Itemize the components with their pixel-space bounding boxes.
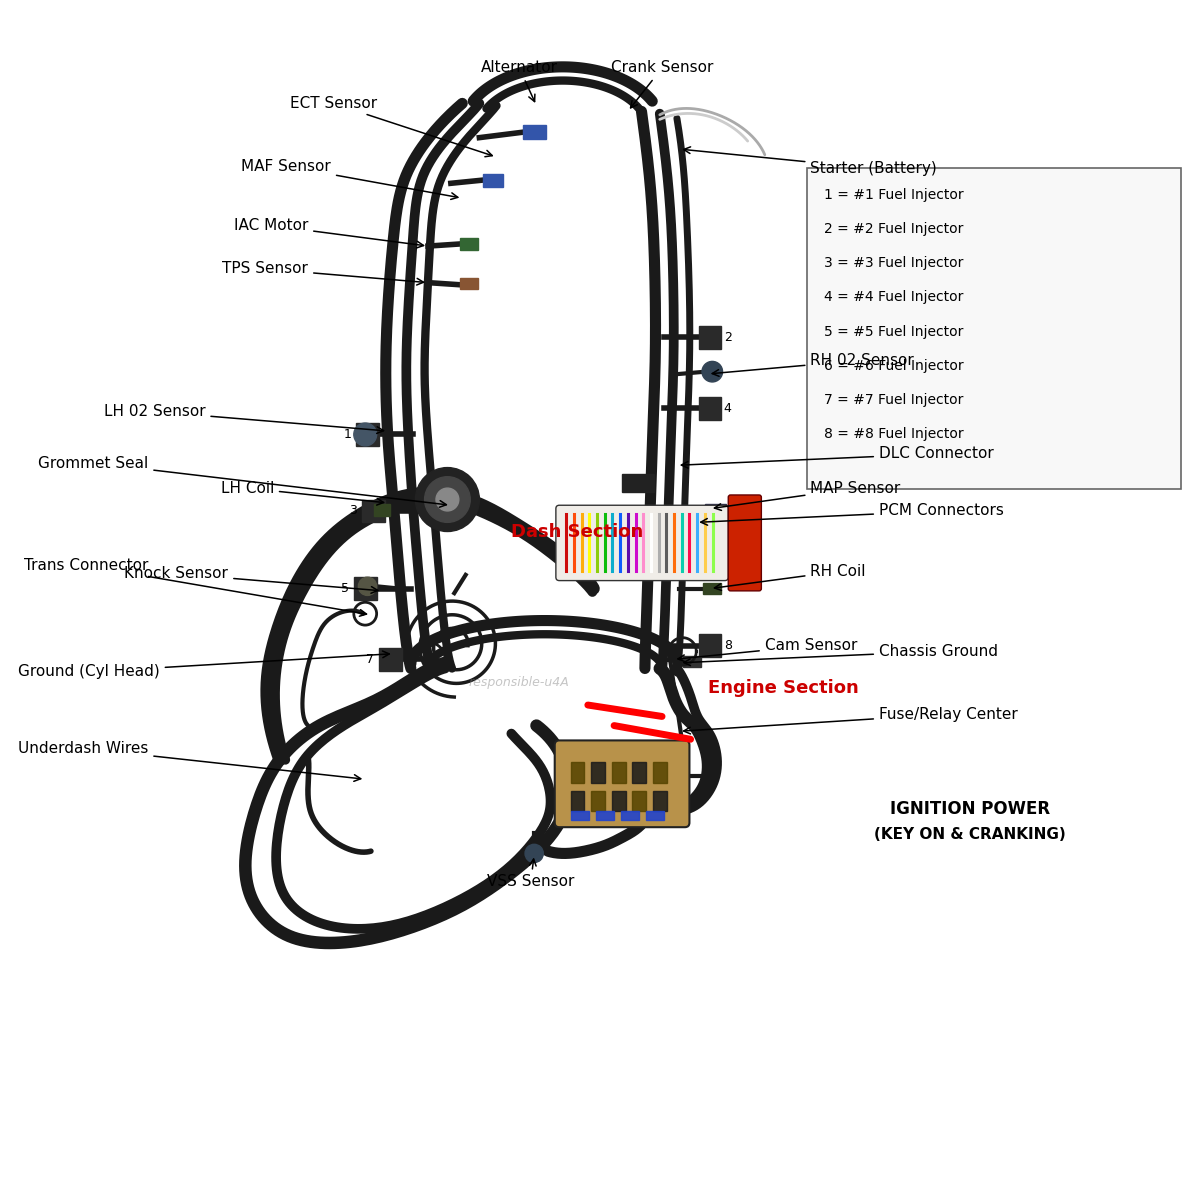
Text: 2: 2 (724, 331, 732, 344)
Circle shape (415, 468, 479, 532)
Text: Knock Sensor: Knock Sensor (125, 566, 378, 593)
Text: TPS Sensor: TPS Sensor (222, 262, 424, 286)
Text: 7: 7 (366, 653, 374, 666)
Circle shape (425, 476, 470, 522)
Bar (653, 791, 667, 811)
Bar (361, 499, 385, 522)
Bar (354, 577, 377, 600)
Text: 2 = #2 Fuel Injector: 2 = #2 Fuel Injector (824, 222, 964, 236)
Bar (592, 762, 605, 782)
Bar (460, 278, 479, 289)
Text: Starter (Battery): Starter (Battery) (684, 146, 937, 176)
Bar (703, 583, 721, 594)
FancyBboxPatch shape (728, 494, 761, 590)
Circle shape (436, 488, 458, 511)
Bar (356, 424, 379, 446)
Bar (374, 504, 390, 516)
Circle shape (359, 577, 377, 595)
Text: 4 = #4 Fuel Injector: 4 = #4 Fuel Injector (824, 290, 964, 305)
Text: 3: 3 (349, 504, 358, 517)
Text: Alternator: Alternator (481, 60, 558, 102)
Bar (646, 811, 665, 821)
Text: Fuse/Relay Center: Fuse/Relay Center (684, 707, 1018, 734)
Text: Engine Section: Engine Section (708, 679, 858, 697)
Bar (698, 397, 721, 420)
Text: IAC Motor: IAC Motor (234, 218, 424, 248)
Bar (683, 656, 701, 667)
Bar (632, 762, 646, 782)
Text: responsible-u4A: responsible-u4A (469, 676, 570, 689)
Bar (379, 648, 402, 671)
Text: Chassis Ground: Chassis Ground (684, 644, 998, 666)
Bar (592, 791, 605, 811)
Text: MAF Sensor: MAF Sensor (241, 158, 458, 199)
Text: 8: 8 (724, 640, 732, 652)
Text: Dash Section: Dash Section (511, 522, 643, 540)
Bar (571, 762, 584, 782)
Text: PCM Connectors: PCM Connectors (701, 504, 1004, 526)
Text: 1 = #1 Fuel Injector: 1 = #1 Fuel Injector (824, 187, 964, 202)
Bar (698, 326, 721, 349)
Text: Trans Connector: Trans Connector (24, 558, 366, 617)
Text: Crank Sensor: Crank Sensor (611, 60, 713, 108)
Text: 1: 1 (343, 428, 352, 440)
Circle shape (702, 361, 722, 382)
Text: Grommet Seal: Grommet Seal (38, 456, 446, 508)
Bar (698, 532, 721, 554)
Text: 6 = #6 Fuel Injector: 6 = #6 Fuel Injector (824, 359, 964, 373)
Text: RH Coil: RH Coil (714, 564, 866, 590)
Text: VSS Sensor: VSS Sensor (487, 859, 575, 889)
Text: DLC Connector: DLC Connector (682, 446, 994, 468)
Bar (571, 791, 584, 811)
Text: 6: 6 (724, 536, 732, 550)
Text: (KEY ON & CRANKING): (KEY ON & CRANKING) (875, 827, 1066, 841)
Bar (620, 811, 640, 821)
Bar (482, 174, 503, 187)
Bar (596, 811, 614, 821)
Text: 7 = #7 Fuel Injector: 7 = #7 Fuel Injector (824, 394, 964, 407)
Bar (632, 791, 646, 811)
Text: RH 02 Sensor: RH 02 Sensor (712, 353, 914, 377)
Bar (460, 238, 479, 250)
Bar (612, 762, 625, 782)
Bar (706, 504, 726, 518)
Bar (653, 762, 667, 782)
Text: 3 = #3 Fuel Injector: 3 = #3 Fuel Injector (824, 257, 964, 270)
Text: LH 02 Sensor: LH 02 Sensor (103, 404, 384, 433)
Text: Ground (Cyl Head): Ground (Cyl Head) (18, 650, 389, 679)
FancyBboxPatch shape (556, 505, 728, 581)
Text: 5 = #5 Fuel Injector: 5 = #5 Fuel Injector (824, 325, 964, 338)
Circle shape (526, 845, 544, 863)
Text: 5: 5 (341, 582, 349, 595)
Bar (622, 474, 654, 492)
FancyBboxPatch shape (554, 740, 690, 827)
Text: MAP Sensor: MAP Sensor (714, 481, 901, 510)
Text: Underdash Wires: Underdash Wires (18, 740, 361, 781)
Circle shape (354, 424, 377, 446)
FancyBboxPatch shape (808, 168, 1182, 490)
Text: IGNITION POWER: IGNITION POWER (890, 800, 1050, 818)
Bar (698, 635, 721, 658)
Bar (571, 811, 589, 821)
Text: LH Coil: LH Coil (221, 481, 384, 505)
Text: 8 = #8 Fuel Injector: 8 = #8 Fuel Injector (824, 427, 964, 442)
Text: ECT Sensor: ECT Sensor (289, 96, 492, 157)
Text: 4: 4 (724, 402, 732, 415)
Bar (523, 125, 546, 139)
Text: Cam Sensor: Cam Sensor (678, 638, 857, 661)
Bar (612, 791, 625, 811)
